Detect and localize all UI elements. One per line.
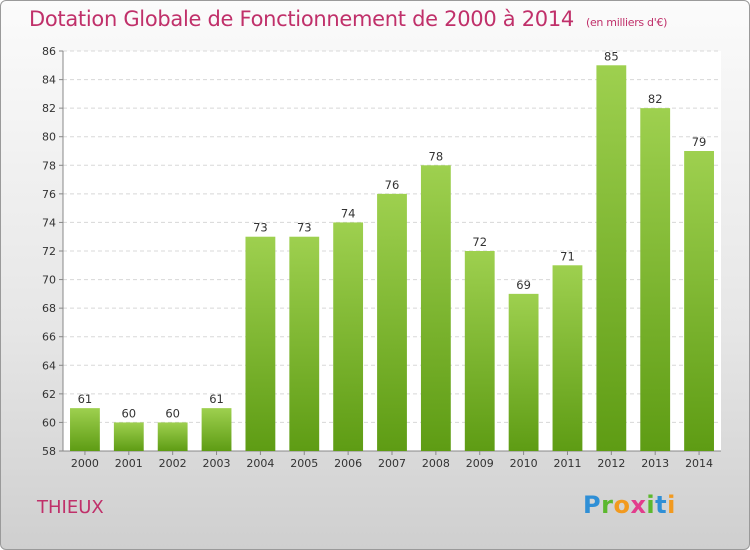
bar-value-label: 60 (165, 406, 180, 420)
bar (640, 108, 671, 452)
bar-value-label: 76 (385, 178, 400, 192)
y-tick-label: 62 (42, 388, 56, 401)
bar (333, 222, 364, 451)
bar-value-label: 69 (516, 278, 531, 292)
bar-value-label: 74 (341, 206, 356, 220)
bar-value-label: 82 (648, 92, 663, 106)
logo-letter-p: P (583, 491, 602, 519)
bar-value-label: 79 (692, 135, 707, 149)
bar (245, 236, 276, 451)
x-tick-label: 2014 (685, 457, 713, 470)
x-tick-label: 2006 (334, 457, 362, 470)
y-tick-label: 58 (42, 445, 56, 458)
x-tick-label: 2001 (115, 457, 143, 470)
x-tick-label: 2011 (553, 457, 581, 470)
bar-value-label: 73 (297, 221, 312, 235)
y-tick-label: 76 (42, 188, 56, 201)
x-tick-label: 2005 (290, 457, 318, 470)
bar-value-label: 61 (78, 392, 93, 406)
proxiti-logo: Proxiti (583, 491, 676, 519)
logo-letter-r: r (601, 491, 614, 519)
y-tick-label: 86 (42, 45, 56, 58)
chart-title-text: Dotation Globale de Fonctionnement de 20… (29, 7, 574, 31)
y-tick-label: 70 (42, 274, 56, 287)
x-tick-label: 2010 (510, 457, 538, 470)
bar (420, 165, 451, 452)
bar (552, 265, 583, 451)
bar (596, 65, 627, 452)
bar (113, 422, 144, 451)
y-tick-label: 60 (42, 416, 56, 429)
logo-letter-i: i (646, 491, 656, 519)
bar-value-label: 60 (121, 406, 136, 420)
bar (377, 193, 407, 451)
y-tick-label: 84 (42, 74, 56, 87)
y-tick-label: 82 (42, 102, 56, 115)
x-tick-label: 2000 (71, 457, 99, 470)
bar-value-label: 72 (472, 235, 487, 249)
y-tick-label: 80 (42, 131, 56, 144)
logo-letter-o: o (613, 491, 631, 519)
bar (289, 236, 320, 451)
y-tick-label: 78 (42, 159, 56, 172)
x-tick-label: 2008 (422, 457, 450, 470)
logo-letter-x: x (630, 491, 647, 519)
bar (464, 251, 495, 451)
bar-value-label: 71 (560, 249, 575, 263)
bar-value-label: 78 (429, 149, 444, 163)
x-tick-label: 2007 (378, 457, 406, 470)
logo-letter-i: i (667, 491, 676, 519)
logo-letter-t: t (655, 491, 668, 519)
y-tick-label: 64 (42, 359, 56, 372)
bar (70, 408, 100, 451)
chart-title: Dotation Globale de Fonctionnement de 20… (29, 7, 667, 31)
x-tick-label: 2003 (203, 457, 231, 470)
y-tick-label: 74 (42, 216, 56, 229)
y-tick-label: 72 (42, 245, 56, 258)
x-tick-label: 2012 (597, 457, 625, 470)
x-tick-label: 2009 (466, 457, 494, 470)
y-tick-label: 68 (42, 302, 56, 315)
chart-subtitle: (en milliers d'€) (585, 16, 668, 29)
bar (684, 151, 714, 451)
bar (157, 422, 188, 451)
x-tick-label: 2013 (641, 457, 669, 470)
bar-value-label: 61 (209, 392, 224, 406)
bar-value-label: 73 (253, 221, 268, 235)
commune-name: THIEUX (37, 497, 104, 518)
bar (508, 293, 539, 451)
y-tick-label: 66 (42, 331, 56, 344)
bar-value-label: 85 (604, 49, 619, 63)
x-tick-label: 2002 (159, 457, 187, 470)
bar (201, 408, 232, 451)
x-tick-label: 2004 (246, 457, 274, 470)
